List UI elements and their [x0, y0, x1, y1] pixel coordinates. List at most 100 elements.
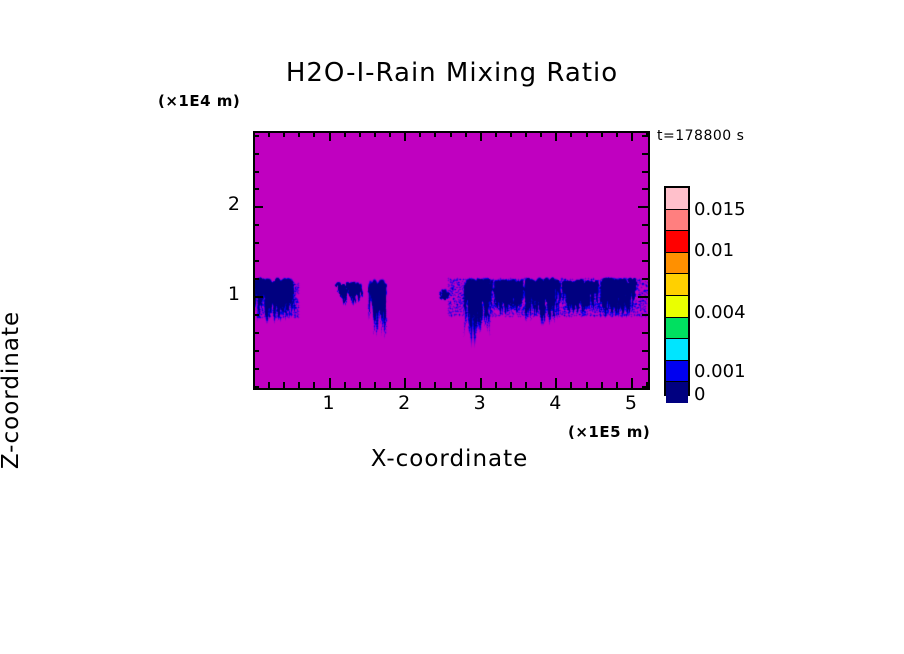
- y-major-tick: [638, 206, 648, 208]
- x-major-tick: [404, 131, 406, 141]
- y-minor-tick: [253, 386, 259, 388]
- x-major-tick: [555, 131, 557, 141]
- x-minor-tick: [313, 382, 315, 388]
- x-minor-tick: [359, 131, 361, 137]
- y-minor-tick: [642, 188, 648, 190]
- x-axis-label: X-coordinate: [370, 446, 529, 472]
- x-minor-tick: [344, 131, 346, 137]
- x-major-tick: [404, 378, 406, 388]
- x-minor-tick: [495, 382, 497, 388]
- x-minor-tick: [344, 382, 346, 388]
- colorbar-band: [666, 295, 688, 318]
- x-major-tick: [631, 131, 633, 141]
- x-major-tick: [329, 131, 331, 141]
- y-tick-label: 2: [227, 193, 240, 216]
- x-minor-tick: [298, 131, 300, 137]
- x-minor-tick: [586, 131, 588, 137]
- time-annotation: t=178800 s: [657, 128, 745, 144]
- x-major-tick: [631, 378, 633, 388]
- x-minor-tick: [465, 131, 467, 137]
- y-minor-tick: [642, 260, 648, 262]
- y-minor-tick: [642, 135, 648, 137]
- x-minor-tick: [389, 131, 391, 137]
- x-minor-tick: [434, 382, 436, 388]
- y-minor-tick: [642, 314, 648, 316]
- colorbar-tick-label: 0.015: [694, 198, 746, 220]
- x-minor-tick: [540, 131, 542, 137]
- y-minor-tick: [253, 350, 259, 352]
- x-tick-label: 5: [624, 392, 637, 414]
- x-minor-tick: [495, 131, 497, 137]
- y-minor-tick: [253, 332, 259, 334]
- x-minor-tick: [601, 382, 603, 388]
- y-major-tick: [638, 296, 648, 298]
- x-minor-tick: [510, 382, 512, 388]
- colorbar-band: [666, 252, 688, 275]
- x-minor-tick: [646, 382, 648, 388]
- y-minor-tick: [642, 278, 648, 280]
- x-minor-tick: [616, 382, 618, 388]
- x-minor-tick: [359, 382, 361, 388]
- y-minor-tick: [253, 153, 259, 155]
- y-major-tick: [253, 296, 263, 298]
- x-minor-tick: [570, 131, 572, 137]
- x-minor-tick: [253, 382, 255, 388]
- x-minor-tick: [450, 131, 452, 137]
- colorbar-band: [666, 382, 688, 403]
- x-minor-tick: [434, 131, 436, 137]
- colorbar-band: [666, 231, 688, 253]
- colorbar-band: [666, 339, 688, 361]
- x-minor-tick: [268, 131, 270, 137]
- x-minor-tick: [389, 382, 391, 388]
- y-minor-tick: [253, 278, 259, 280]
- y-minor-tick: [253, 242, 259, 244]
- y-minor-tick: [253, 224, 259, 226]
- y-minor-tick: [642, 332, 648, 334]
- y-minor-tick: [642, 368, 648, 370]
- x-minor-tick: [465, 382, 467, 388]
- colorbar-band: [666, 274, 688, 296]
- y-minor-tick: [253, 188, 259, 190]
- y-minor-tick: [642, 224, 648, 226]
- x-minor-tick: [374, 382, 376, 388]
- x-minor-tick: [313, 131, 315, 137]
- x-minor-tick: [253, 131, 255, 137]
- x-major-tick: [480, 131, 482, 141]
- x-minor-tick: [525, 131, 527, 137]
- y-minor-tick: [253, 135, 259, 137]
- x-minor-tick: [540, 382, 542, 388]
- x-axis-unit-label: (×1E5 m): [568, 423, 651, 441]
- colorbar-band: [666, 209, 688, 232]
- x-minor-tick: [510, 131, 512, 137]
- x-minor-tick: [646, 131, 648, 137]
- x-minor-tick: [419, 131, 421, 137]
- x-major-tick: [329, 378, 331, 388]
- y-minor-tick: [642, 153, 648, 155]
- y-minor-tick: [642, 386, 648, 388]
- x-minor-tick: [570, 382, 572, 388]
- colorbar-tick-label: 0.004: [694, 301, 746, 323]
- y-minor-tick: [642, 242, 648, 244]
- colorbar-band: [666, 188, 688, 210]
- y-tick-label: 1: [227, 283, 240, 306]
- x-tick-label: 4: [549, 392, 562, 414]
- x-tick-label: 2: [398, 392, 411, 414]
- x-minor-tick: [298, 382, 300, 388]
- plot-area: [253, 131, 650, 390]
- y-axis-unit-label: (×1E4 m): [158, 92, 241, 110]
- x-minor-tick: [525, 382, 527, 388]
- colorbar-band: [666, 360, 688, 383]
- colorbar-band: [666, 317, 688, 340]
- x-minor-tick: [450, 382, 452, 388]
- x-minor-tick: [586, 382, 588, 388]
- x-minor-tick: [419, 382, 421, 388]
- x-major-tick: [555, 378, 557, 388]
- x-minor-tick: [283, 382, 285, 388]
- x-minor-tick: [283, 131, 285, 137]
- y-minor-tick: [642, 171, 648, 173]
- x-tick-label: 3: [473, 392, 486, 414]
- y-minor-tick: [253, 171, 259, 173]
- x-minor-tick: [601, 131, 603, 137]
- heatmap-canvas: [255, 133, 648, 388]
